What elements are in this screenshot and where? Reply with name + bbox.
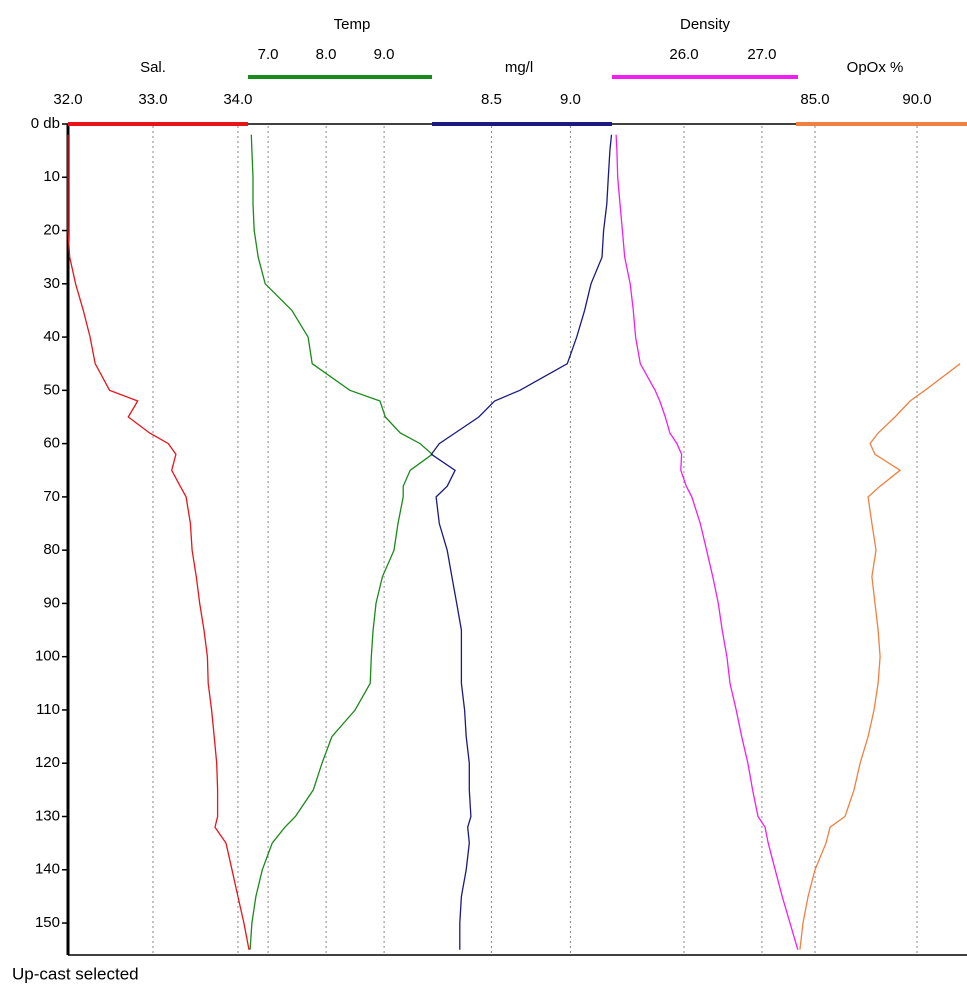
x-tick-label: 90.0 bbox=[902, 91, 931, 108]
y-tick-label: 80 bbox=[43, 541, 60, 558]
x-tick-label: 27.0 bbox=[747, 46, 776, 63]
x-tick-label: 85.0 bbox=[800, 91, 829, 108]
x-tick-label: 34.0 bbox=[223, 91, 252, 108]
y-tick-label: 70 bbox=[43, 488, 60, 505]
x-tick-label: 33.0 bbox=[138, 91, 167, 108]
status-text: Up-cast selected bbox=[12, 964, 139, 983]
axis-title: OpOx % bbox=[847, 59, 904, 76]
y-tick-label: 20 bbox=[43, 222, 60, 239]
y-tick-label: 60 bbox=[43, 435, 60, 452]
y-tick-label: 10 bbox=[43, 168, 60, 185]
y-tick-label: 0 db bbox=[31, 115, 60, 132]
x-tick-label: 8.0 bbox=[316, 46, 337, 63]
series-line bbox=[67, 134, 250, 950]
y-tick-label: 140 bbox=[35, 861, 60, 878]
y-tick-label: 40 bbox=[43, 328, 60, 345]
series-line bbox=[799, 363, 961, 950]
x-tick-label: 9.0 bbox=[374, 46, 395, 63]
y-tick-label: 30 bbox=[43, 275, 60, 292]
y-tick-label: 120 bbox=[35, 754, 60, 771]
series-line bbox=[249, 134, 434, 950]
x-tick-label: 9.0 bbox=[560, 91, 581, 108]
axis-title: Density bbox=[680, 16, 731, 33]
x-tick-label: 7.0 bbox=[258, 46, 279, 63]
y-tick-label: 50 bbox=[43, 381, 60, 398]
series-line bbox=[615, 134, 799, 950]
axis-title: mg/l bbox=[505, 59, 533, 76]
x-tick-label: 8.5 bbox=[481, 91, 502, 108]
axis-title: Temp bbox=[334, 16, 371, 33]
x-tick-label: 32.0 bbox=[53, 91, 82, 108]
y-tick-label: 130 bbox=[35, 807, 60, 824]
y-tick-label: 150 bbox=[35, 914, 60, 931]
y-tick-label: 110 bbox=[36, 701, 60, 718]
axis-title: Sal. bbox=[140, 59, 166, 76]
x-tick-label: 26.0 bbox=[669, 46, 698, 63]
series-line bbox=[430, 134, 613, 950]
y-tick-label: 100 bbox=[35, 648, 60, 665]
y-tick-label: 90 bbox=[43, 594, 60, 611]
